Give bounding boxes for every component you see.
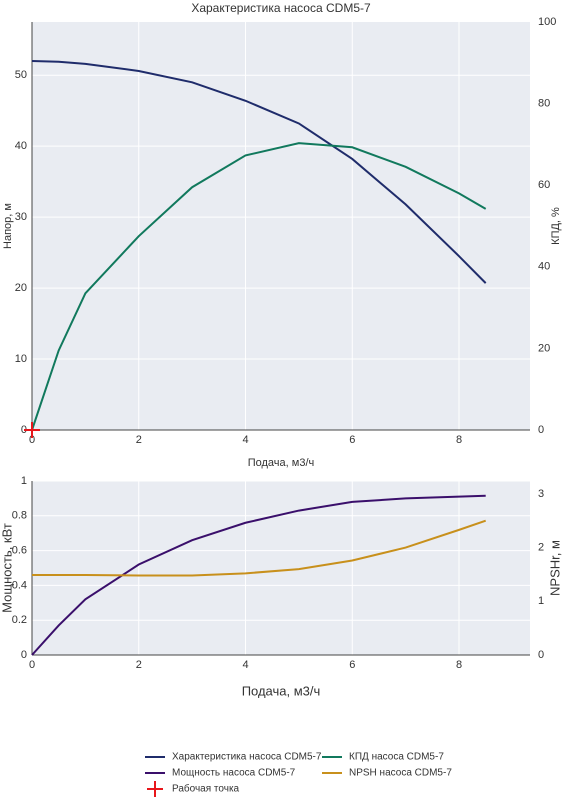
x-tick-label: 4: [242, 659, 248, 671]
x-tick-label: 4: [242, 434, 248, 446]
y2-tick-label: 3: [538, 488, 544, 500]
x-tick-label: 2: [136, 659, 142, 671]
series-line: [31, 494, 486, 656]
x-tick-label: 0: [29, 434, 35, 446]
y2-tick-label: 1: [538, 595, 544, 607]
x-tick-label: 8: [456, 434, 462, 446]
y2-tick-label: 100: [538, 16, 556, 28]
y-tick-label: 0.2: [12, 614, 27, 626]
y-tick-label: 0.6: [12, 545, 27, 557]
y2-axis-title: КПД, %: [550, 207, 562, 245]
x-axis-title: Подача, м3/ч: [248, 457, 315, 469]
legend-label: Характеристика насоса CDM5-7: [172, 752, 322, 763]
y-axis-title: Мощность, кВт: [0, 523, 14, 613]
y-tick-label: 10: [15, 353, 27, 365]
legend-label: Мощность насоса CDM5-7: [172, 768, 296, 779]
legend-label: NPSH насоса CDM5-7: [349, 768, 452, 779]
series-line: [31, 142, 487, 431]
y-tick-label: 1: [21, 475, 27, 487]
y2-axis-title: NPSHr, м: [547, 540, 562, 596]
y-tick-label: 0.4: [12, 579, 27, 591]
y2-tick-label: 60: [538, 179, 550, 191]
y-tick-label: 30: [15, 211, 27, 223]
x-tick-label: 0: [29, 659, 35, 671]
plot-area: [32, 22, 530, 430]
series-line: [31, 60, 487, 284]
y2-tick-label: 40: [538, 261, 550, 273]
y-tick-label: 0: [21, 649, 27, 661]
y2-tick-label: 2: [538, 541, 544, 553]
y2-tick-label: 0: [538, 649, 544, 661]
y2-tick-label: 0: [538, 424, 544, 436]
y-axis-title: Напор, м: [2, 203, 14, 249]
series-line: [32, 519, 487, 577]
legend-label: Рабочая точка: [172, 783, 240, 795]
y-tick-label: 40: [15, 140, 27, 152]
y2-tick-label: 80: [538, 98, 550, 110]
y-tick-label: 0: [21, 424, 27, 436]
y2-tick-label: 20: [538, 342, 550, 354]
chart-title: Характеристика насоса CDM5-7: [191, 1, 371, 15]
operating-point: [24, 422, 40, 438]
y-tick-label: 0.8: [12, 510, 27, 522]
plot-area: [32, 481, 530, 655]
legend-label: КПД насоса CDM5-7: [349, 752, 444, 763]
x-tick-label: 6: [349, 659, 355, 671]
x-tick-label: 2: [136, 434, 142, 446]
x-tick-label: 6: [349, 434, 355, 446]
y-tick-label: 20: [15, 282, 27, 294]
x-tick-label: 8: [456, 659, 462, 671]
y-tick-label: 50: [15, 69, 27, 81]
legend-symbol: [147, 781, 163, 797]
x-axis-title: Подача, м3/ч: [242, 683, 321, 698]
